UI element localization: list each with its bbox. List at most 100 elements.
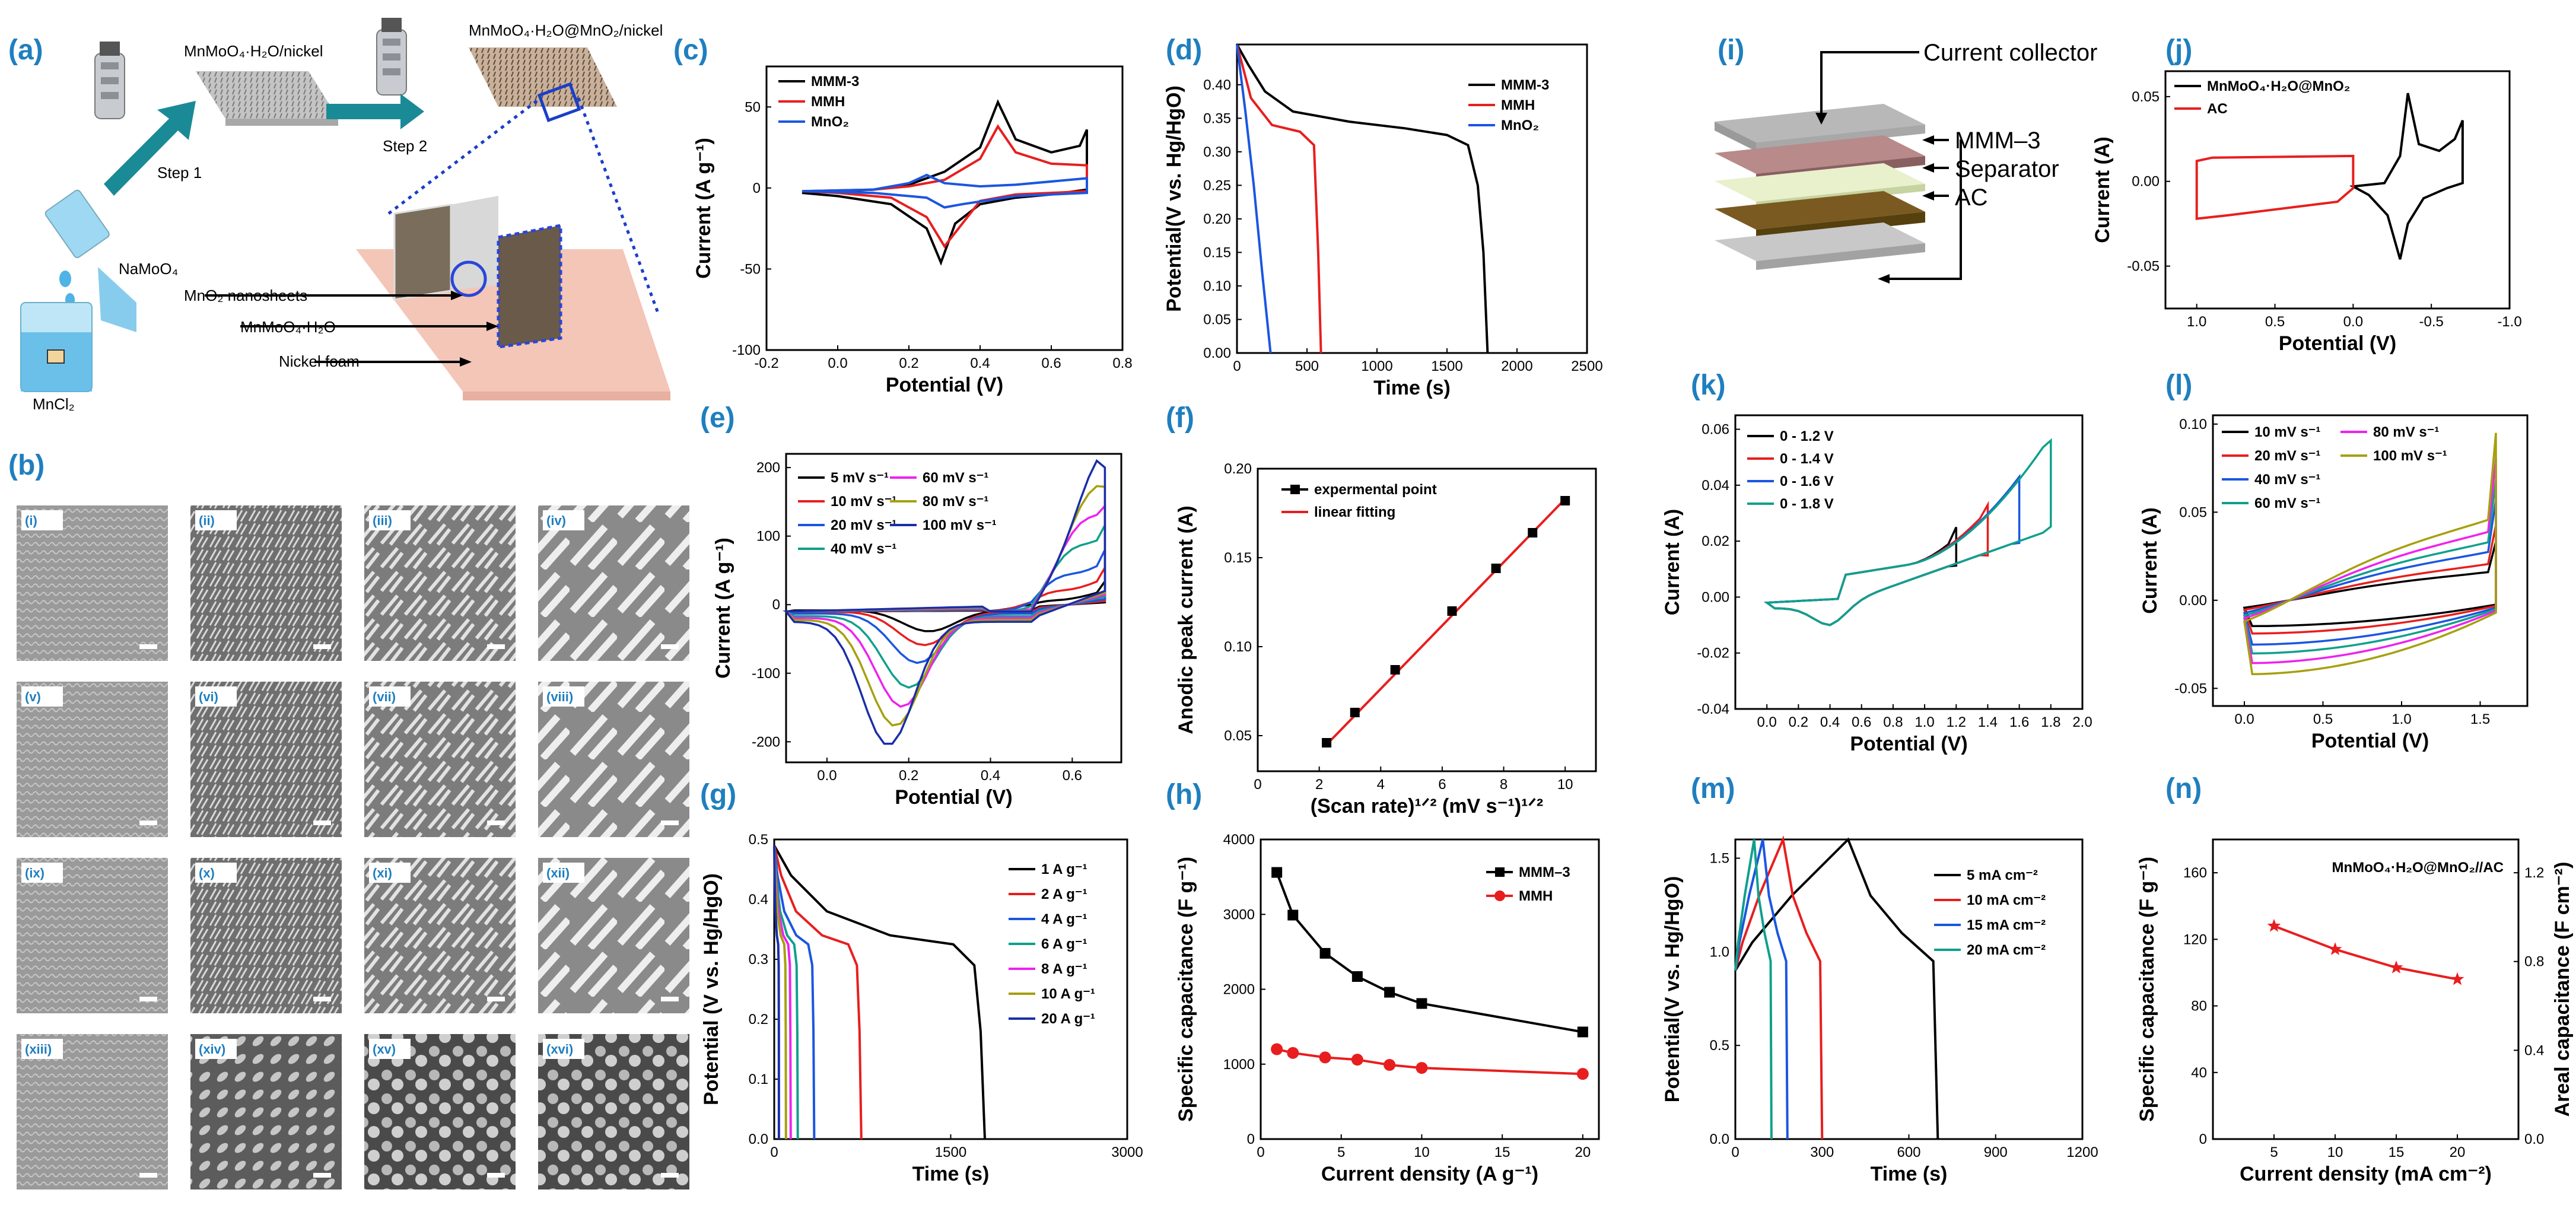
chart-n: 5 10 15 20 0 40 80 120 160 Current density (mA cm…	[2136, 838, 2574, 1185]
y-tick-label: 0.0	[1710, 1131, 1729, 1147]
x-tick-label: 0.4	[1820, 714, 1840, 730]
y-tick-label: 100	[756, 529, 780, 545]
panel-labels: (a) (b) (c) (d) (e) (f) (g) (h) (i) (j) …	[8, 34, 2202, 810]
chart-l: 0.0 0.5 1.0 1.5 -0.05 0.00 0.05 0.10 Potential (…	[2139, 414, 2529, 752]
cv-curve	[1764, 438, 2052, 626]
data-point	[1577, 1026, 1588, 1038]
y-tick-label: 200	[756, 460, 780, 476]
y-tick-label: 50	[745, 99, 761, 115]
sem-label-box	[369, 1039, 411, 1059]
y-tick-label: 0.10	[1224, 639, 1252, 655]
gcd-curve	[1734, 837, 1939, 1140]
label-current-collector: Current collector	[1923, 40, 2097, 66]
y-tick-label: 120	[2183, 931, 2207, 947]
x-tick-label: 0.6	[1063, 768, 1082, 784]
schematic-i: Current collector MMM–3 Separator AC	[1715, 40, 2097, 284]
y-tick-label: 0	[2199, 1131, 2207, 1147]
y-tick-label: 0.05	[1224, 728, 1252, 744]
cv-curve	[802, 173, 1088, 209]
legend-label: 0 - 1.2 V	[1780, 428, 1834, 444]
x-tick-label: 20	[2450, 1144, 2466, 1160]
sem-label-box	[369, 863, 411, 883]
x-axis-label: Time (s)	[1871, 1163, 1948, 1185]
x-tick-label: 15	[1494, 1144, 1510, 1160]
x-tick-label: 5	[2270, 1144, 2278, 1160]
legend-label: 100 mV s⁻¹	[2373, 448, 2447, 464]
chart-d: 0 500 1000 1500 2000 2500 0.00 0.05 0.10 0.15 0.20…	[1163, 43, 1603, 399]
chart-j: 1.0 0.5 0.0 -0.5 -1.0 -0.05 0.00 0.05 Potential …	[2091, 70, 2522, 355]
panel-label-a: (a)	[8, 34, 43, 66]
cv-curve	[802, 124, 1088, 249]
data-point	[1528, 528, 1538, 537]
y-axis-label: Current (A g⁻¹)	[692, 138, 715, 279]
x-axis-label: Time (s)	[912, 1163, 990, 1185]
gcd-curve	[1734, 839, 1773, 1140]
substrate2-label: MnMoO₄·H₂O@MnO₂/nickel	[469, 21, 663, 39]
legend-label: 20 mA cm⁻²	[1967, 942, 2046, 958]
x-tick-label: 0.0	[1757, 714, 1776, 730]
x-tick-label: 10	[2327, 1144, 2343, 1160]
plot-frame	[2164, 70, 2511, 310]
scale-bar	[487, 644, 505, 649]
x-tick-label: -0.5	[2419, 314, 2444, 330]
gcd-curve	[773, 845, 863, 1140]
y-tick-label: 2000	[1223, 982, 1255, 998]
legend-label: 60 mV s⁻¹	[2254, 495, 2320, 511]
beaker-icon	[20, 189, 136, 392]
legend-label: expermental point	[1314, 482, 1437, 498]
scale-bar	[487, 997, 505, 1001]
sem-tile-label: (xii)	[546, 866, 570, 880]
sem-label-box	[543, 686, 584, 707]
sem-tile-label: (xi)	[373, 866, 392, 880]
sem-label-box	[369, 686, 411, 707]
zoom-line	[387, 100, 538, 215]
x-tick-label: 1.6	[2009, 714, 2029, 730]
x-tick-label: 0.5	[2265, 314, 2285, 330]
sem-label-box	[195, 510, 237, 530]
chart-h: 0 5 10 15 20 0 1000 2000 3000 4000 Current density…	[1175, 832, 1600, 1185]
chart-g: 0 1500 3000 0.0 0.1 0.2 0.3 0.4 0.5 Time (s) Poten…	[700, 832, 1143, 1185]
y-tick-label: -100	[752, 666, 780, 682]
sem-tile-label: (i)	[25, 513, 37, 528]
legend-label: 5 mV s⁻¹	[831, 470, 889, 486]
y-tick-label: 3000	[1223, 907, 1255, 923]
scale-bar	[661, 644, 679, 649]
scale-bar	[139, 997, 157, 1001]
sem-tile-label: (xiv)	[199, 1042, 225, 1057]
data-point	[1384, 987, 1395, 998]
x-tick-label: 0.2	[899, 355, 918, 371]
data-point	[1287, 909, 1299, 921]
layer-label-nickel: Nickel foam	[279, 352, 360, 370]
plot-frame	[1734, 414, 2084, 710]
x-axis-label: Time (s)	[1373, 377, 1451, 399]
y-tick-label: 0.40	[1203, 77, 1231, 93]
step2-label: Step 2	[383, 137, 427, 155]
y-tick-label: 0.5	[749, 832, 768, 848]
x-tick-label: 3000	[1111, 1144, 1143, 1160]
sem-image	[190, 682, 342, 837]
x-tick-label: 1.8	[2041, 714, 2060, 730]
scale-bar	[313, 644, 331, 649]
x-axis-label: Potential (V)	[2279, 332, 2396, 355]
sem-image	[538, 682, 689, 837]
x-tick-label: 0.0	[2234, 711, 2254, 727]
panel-label-n: (n)	[2165, 773, 2202, 804]
sem-image	[17, 858, 168, 1013]
y-tick-label: -0.02	[1697, 645, 1729, 661]
legend-label: MMM-3	[1501, 77, 1549, 93]
panel-label-d: (d)	[1166, 34, 1202, 66]
plot-frame	[2212, 838, 2520, 1140]
x-tick-label: 4	[1377, 777, 1385, 793]
plot-frame	[765, 65, 1124, 351]
data-point	[1319, 947, 1331, 959]
legend-label: 6 A g⁻¹	[1041, 936, 1087, 952]
y-axis-label: Current (A)	[1661, 509, 1684, 615]
legend-label: 0 - 1.4 V	[1780, 451, 1834, 467]
schematic-a: Step 1 NaMoO₄ MnCl₂ MnMoO₄·H₂O/nickel	[20, 18, 670, 413]
substrate1-label: MnMoO₄·H₂O/nickel	[184, 42, 323, 60]
legend-label: 10 mA cm⁻²	[1967, 892, 2046, 908]
legend-label: 0 - 1.8 V	[1780, 496, 1834, 512]
gcd-curve	[1236, 44, 1489, 354]
